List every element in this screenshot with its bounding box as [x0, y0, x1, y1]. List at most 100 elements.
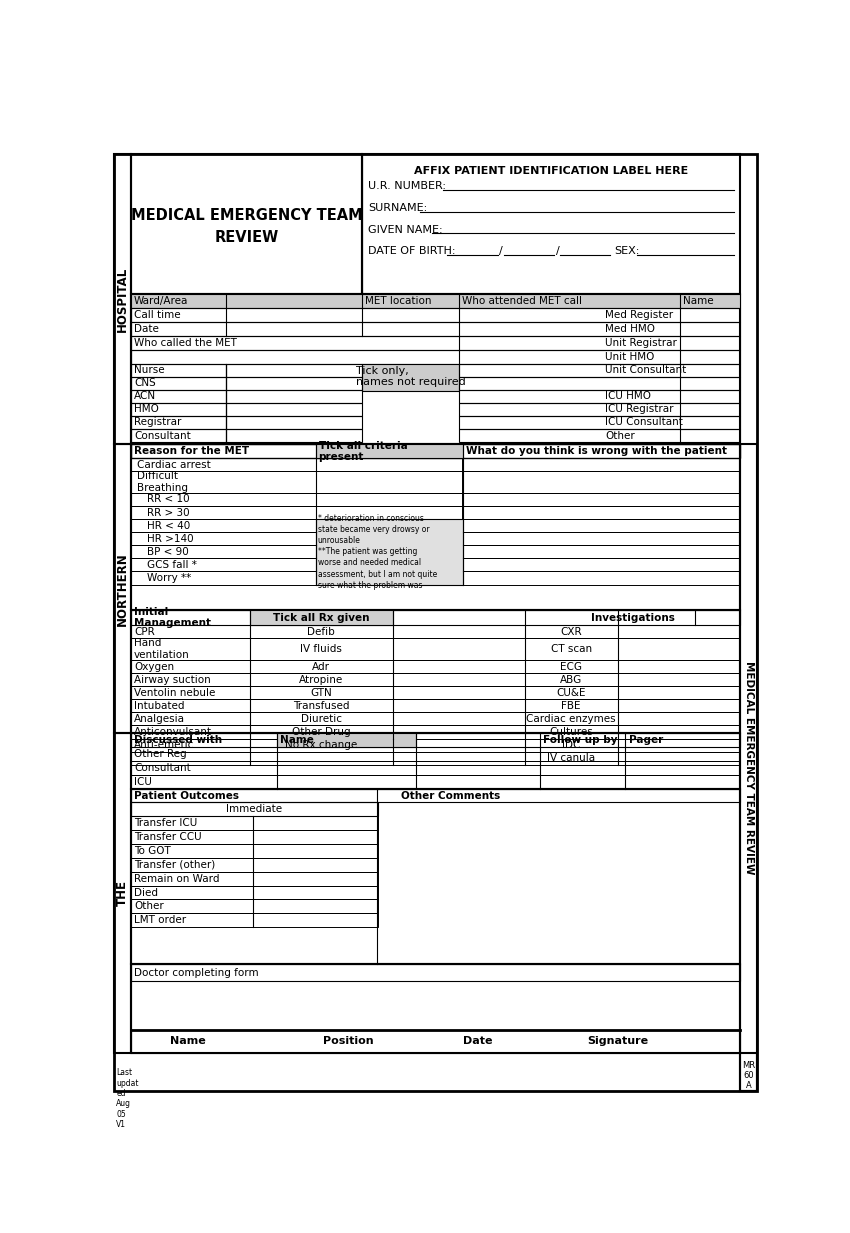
- Bar: [131, 713, 250, 725]
- Bar: [114, 734, 131, 1053]
- Text: Ventolin nebule: Ventolin nebule: [134, 688, 216, 698]
- Text: ICU Consultant: ICU Consultant: [605, 418, 683, 428]
- Text: Other Drug: Other Drug: [292, 727, 350, 737]
- Text: Patient Outcomes: Patient Outcomes: [134, 790, 239, 800]
- Bar: [131, 964, 740, 981]
- Bar: [131, 734, 740, 747]
- Bar: [131, 699, 250, 713]
- Text: RR < 10: RR < 10: [146, 494, 190, 504]
- Bar: [459, 429, 740, 443]
- Text: Tick all Rx given: Tick all Rx given: [273, 613, 370, 623]
- Text: GTN: GTN: [310, 688, 332, 698]
- Text: NORTHERN: NORTHERN: [116, 552, 129, 625]
- Text: Cardiac arrest: Cardiac arrest: [137, 460, 211, 470]
- Text: A: A: [745, 1081, 751, 1090]
- Text: Other Comments: Other Comments: [400, 790, 500, 800]
- Bar: [315, 506, 462, 519]
- Bar: [393, 660, 524, 673]
- Text: RR > 30: RR > 30: [146, 508, 190, 518]
- Text: HOSPITAL: HOSPITAL: [116, 266, 129, 332]
- Text: MET location: MET location: [366, 296, 432, 306]
- Bar: [250, 673, 393, 687]
- Bar: [131, 390, 226, 403]
- Bar: [131, 416, 226, 429]
- Text: Defib: Defib: [308, 626, 335, 637]
- Text: AFFIX PATIENT IDENTIFICATION LABEL HERE: AFFIX PATIENT IDENTIFICATION LABEL HERE: [414, 166, 688, 176]
- Bar: [462, 559, 740, 571]
- Text: ABG: ABG: [560, 674, 582, 684]
- Text: Unit HMO: Unit HMO: [605, 351, 654, 361]
- Text: Transfer ICU: Transfer ICU: [134, 819, 197, 829]
- Text: HR < 40: HR < 40: [146, 520, 190, 530]
- Bar: [131, 803, 377, 816]
- Bar: [462, 506, 740, 519]
- Bar: [459, 403, 740, 416]
- Bar: [362, 364, 459, 391]
- Text: GIVEN NAME:: GIVEN NAME:: [368, 224, 443, 234]
- Bar: [226, 364, 362, 376]
- Text: U.R. NUMBER:: U.R. NUMBER:: [368, 181, 446, 191]
- Bar: [462, 459, 740, 471]
- Text: Analgesia: Analgesia: [134, 714, 185, 724]
- Bar: [114, 444, 131, 734]
- Bar: [250, 752, 393, 764]
- Bar: [131, 444, 740, 459]
- Bar: [618, 660, 740, 673]
- Text: Died: Died: [134, 888, 158, 898]
- Text: Airway suction: Airway suction: [134, 674, 211, 684]
- Bar: [226, 403, 362, 416]
- Text: Unit Consultant: Unit Consultant: [605, 365, 687, 375]
- Text: Transfer CCU: Transfer CCU: [134, 832, 201, 842]
- Bar: [393, 725, 524, 739]
- Text: Diuretic: Diuretic: [301, 714, 342, 724]
- Text: CT scan: CT scan: [551, 644, 592, 655]
- Text: Transfused: Transfused: [293, 700, 349, 711]
- Bar: [618, 713, 740, 725]
- Bar: [250, 625, 393, 639]
- Text: Discussed with: Discussed with: [134, 735, 223, 745]
- Bar: [131, 1030, 740, 1053]
- Text: REVIEW: REVIEW: [214, 229, 279, 245]
- Bar: [131, 789, 740, 964]
- Text: Anti-emetic: Anti-emetic: [134, 740, 195, 750]
- Bar: [315, 519, 462, 584]
- Bar: [131, 610, 740, 734]
- Text: Reason for the MET: Reason for the MET: [134, 446, 249, 456]
- Text: BP < 90: BP < 90: [146, 546, 189, 557]
- Text: GCS fall *: GCS fall *: [146, 560, 196, 570]
- Bar: [131, 322, 740, 335]
- Text: Difficult
Breathing: Difficult Breathing: [137, 471, 188, 493]
- Text: Tick only,
names not required: Tick only, names not required: [355, 366, 465, 387]
- Bar: [459, 390, 740, 403]
- Bar: [524, 713, 618, 725]
- Bar: [393, 739, 524, 752]
- Text: Registrar: Registrar: [134, 418, 182, 428]
- Bar: [315, 493, 462, 506]
- Bar: [393, 699, 524, 713]
- Text: MEDICAL EMERGENCY TEAM: MEDICAL EMERGENCY TEAM: [131, 208, 362, 223]
- Bar: [315, 533, 462, 545]
- Bar: [393, 625, 524, 639]
- Bar: [524, 673, 618, 687]
- Bar: [226, 390, 362, 403]
- Bar: [524, 739, 618, 752]
- Bar: [393, 639, 524, 660]
- Bar: [393, 687, 524, 699]
- Bar: [250, 699, 393, 713]
- Text: DATE OF BIRTH:: DATE OF BIRTH:: [368, 247, 456, 256]
- Text: THE: THE: [116, 880, 129, 906]
- Bar: [131, 789, 740, 803]
- Text: Other: Other: [134, 901, 164, 911]
- Text: FBE: FBE: [562, 700, 581, 711]
- Bar: [250, 713, 393, 725]
- Text: /: /: [556, 247, 559, 256]
- Bar: [131, 660, 250, 673]
- Bar: [131, 493, 315, 506]
- Bar: [618, 673, 740, 687]
- Text: Consultant: Consultant: [134, 430, 191, 440]
- Bar: [131, 559, 315, 571]
- Bar: [459, 364, 740, 376]
- Bar: [524, 725, 618, 739]
- Bar: [131, 545, 315, 559]
- Bar: [226, 416, 362, 429]
